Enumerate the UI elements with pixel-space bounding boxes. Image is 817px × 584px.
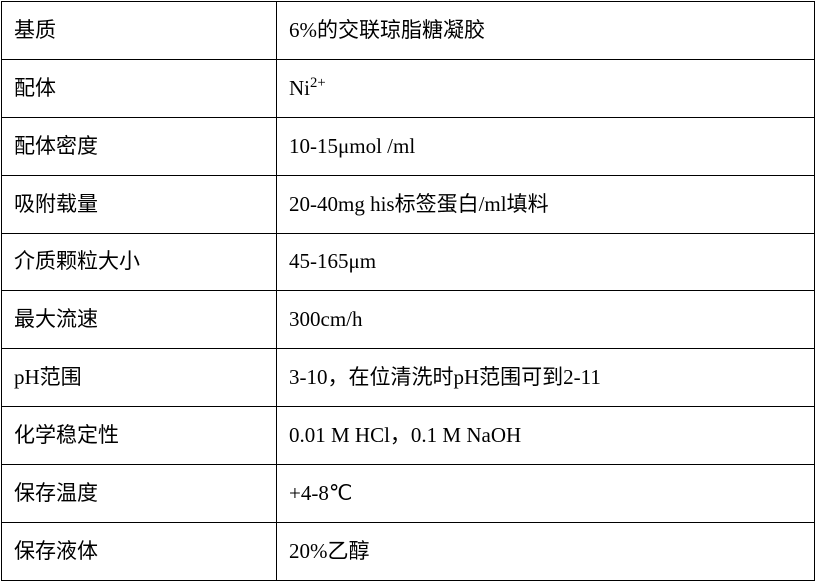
cell-value: +4-8℃ (277, 465, 815, 523)
table-row: 最大流速 300cm/h (2, 291, 815, 349)
cell-value: 0.01 M HCl，0.1 M NaOH (277, 407, 815, 465)
table-row: 保存液体 20%乙醇 (2, 523, 815, 581)
cell-value: 20-40mg his标签蛋白/ml填料 (277, 175, 815, 233)
spec-table: 基质 6%的交联琼脂糖凝胶 配体 Ni2+ 配体密度 10-15μmol /ml… (1, 1, 815, 581)
spec-table-body: 基质 6%的交联琼脂糖凝胶 配体 Ni2+ 配体密度 10-15μmol /ml… (2, 2, 815, 581)
table-row: 基质 6%的交联琼脂糖凝胶 (2, 2, 815, 60)
cell-label: 最大流速 (2, 291, 277, 349)
table-row: 配体密度 10-15μmol /ml (2, 117, 815, 175)
cell-value: 20%乙醇 (277, 523, 815, 581)
cell-label: 介质颗粒大小 (2, 233, 277, 291)
cell-value: 45-165μm (277, 233, 815, 291)
cell-label: 保存温度 (2, 465, 277, 523)
cell-label: 配体 (2, 59, 277, 117)
cell-label: 配体密度 (2, 117, 277, 175)
cell-value: 3-10，在位清洗时pH范围可到2-11 (277, 349, 815, 407)
table-row: 吸附载量 20-40mg his标签蛋白/ml填料 (2, 175, 815, 233)
table-row: pH范围 3-10，在位清洗时pH范围可到2-11 (2, 349, 815, 407)
table-row: 保存温度 +4-8℃ (2, 465, 815, 523)
table-row: 化学稳定性 0.01 M HCl，0.1 M NaOH (2, 407, 815, 465)
cell-value: 6%的交联琼脂糖凝胶 (277, 2, 815, 60)
cell-value: Ni2+ (277, 59, 815, 117)
table-row: 介质颗粒大小 45-165μm (2, 233, 815, 291)
cell-label: 吸附载量 (2, 175, 277, 233)
cell-value: 10-15μmol /ml (277, 117, 815, 175)
cell-label: 保存液体 (2, 523, 277, 581)
cell-label: pH范围 (2, 349, 277, 407)
cell-label: 基质 (2, 2, 277, 60)
cell-label: 化学稳定性 (2, 407, 277, 465)
cell-value: 300cm/h (277, 291, 815, 349)
table-row: 配体 Ni2+ (2, 59, 815, 117)
